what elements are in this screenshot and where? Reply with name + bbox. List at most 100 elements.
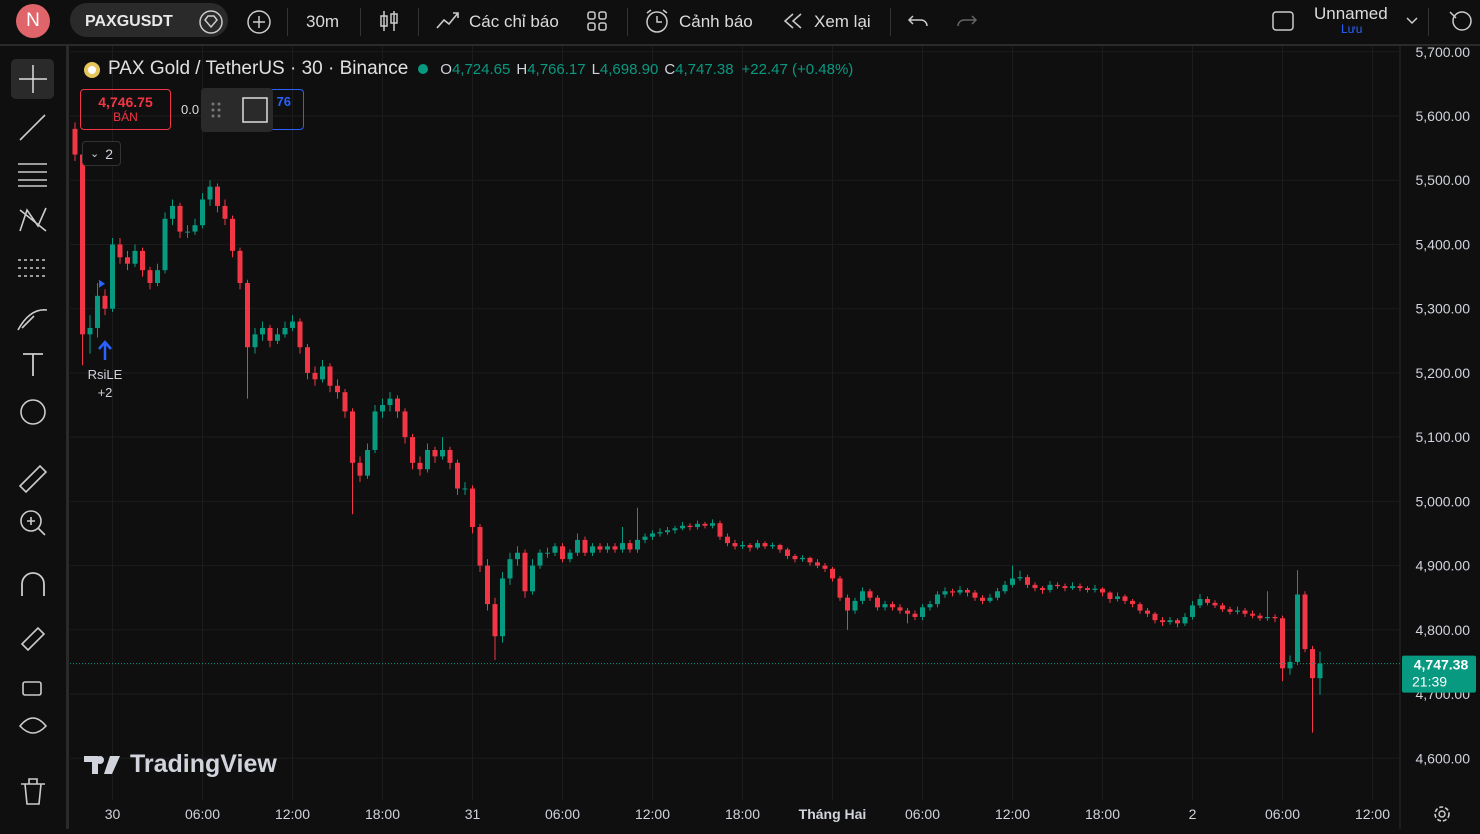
candle-body xyxy=(1227,609,1233,612)
candle-body xyxy=(702,523,708,526)
sell-price: 4,746.75 xyxy=(98,94,153,110)
magnet-tool[interactable] xyxy=(21,572,45,596)
stay-drawing-tool[interactable] xyxy=(20,626,46,652)
indicators-icon[interactable] xyxy=(434,8,462,34)
y-tick-label: 5,700.00 xyxy=(1416,44,1471,60)
delete-tool[interactable] xyxy=(21,778,45,805)
candle-body xyxy=(80,154,85,335)
indicators-button[interactable]: Các chỉ báo xyxy=(469,12,559,31)
low-key: L xyxy=(591,60,600,78)
watermark-text: TradingView xyxy=(130,750,277,778)
replay-icon[interactable] xyxy=(781,10,805,32)
alerts-button[interactable]: Cảnh báo xyxy=(679,12,753,31)
zoom-tool[interactable] xyxy=(20,510,42,532)
candle-body xyxy=(230,218,235,251)
candle-body xyxy=(657,532,663,534)
candle-body xyxy=(507,559,513,579)
symbol-search[interactable] xyxy=(70,3,228,37)
candle-body xyxy=(597,546,603,550)
floating-toolbar xyxy=(201,88,273,132)
candle-body xyxy=(837,578,843,598)
signal-flag xyxy=(99,279,105,288)
forecast-tool[interactable] xyxy=(18,259,47,277)
candle-body xyxy=(522,552,528,592)
quantity[interactable]: 0.0 xyxy=(181,102,200,117)
indicator-toggle[interactable]: ⌄ 2 xyxy=(82,141,121,166)
avatar[interactable]: N xyxy=(16,4,50,38)
zoom-icon xyxy=(27,517,46,536)
sell-button[interactable]: 4,746.75 BÁN xyxy=(80,89,171,130)
symbol[interactable]: PAXGUSDT xyxy=(85,13,173,30)
candle-body xyxy=(875,597,880,608)
templates-button[interactable] xyxy=(585,9,609,33)
candle-body xyxy=(1062,586,1068,589)
candle-body xyxy=(1152,613,1158,621)
candle-body xyxy=(1250,613,1255,616)
candle-body xyxy=(140,250,145,271)
candle-body xyxy=(830,568,835,579)
candle-body xyxy=(1070,586,1075,589)
interval-button[interactable]: 30m xyxy=(306,12,340,31)
signal-arrow xyxy=(98,340,112,360)
x-tick-label: 31 xyxy=(465,806,481,822)
candle-body xyxy=(1280,618,1285,669)
search-button[interactable] xyxy=(1446,8,1476,34)
x-tick-label: 18:00 xyxy=(725,806,760,822)
candle-body xyxy=(455,462,460,489)
text-tool[interactable] xyxy=(23,353,43,376)
y-tick-label: 5,000.00 xyxy=(1416,493,1471,509)
candle-body xyxy=(1212,602,1218,606)
rectangle-tool[interactable] xyxy=(242,97,268,123)
candle-body xyxy=(110,244,115,309)
replay-button[interactable]: Xem lại xyxy=(814,12,871,31)
redo-button[interactable] xyxy=(953,10,979,32)
candle-body xyxy=(102,295,108,309)
y-tick-label: 5,100.00 xyxy=(1416,429,1471,445)
x-tick-label: 30 xyxy=(105,806,121,822)
candle-body xyxy=(1265,616,1270,619)
top-toolbar: N PAXGUSDT 30m Các chỉ báo Cảnh báo Xem … xyxy=(0,0,1480,46)
ruler-tool[interactable] xyxy=(18,464,48,494)
layout-icon[interactable] xyxy=(1270,8,1296,34)
visibility-tool[interactable] xyxy=(18,717,48,734)
fib-tool[interactable] xyxy=(18,163,47,187)
drawing-toolbar xyxy=(0,46,69,829)
alert-icon[interactable] xyxy=(643,7,671,35)
candle-body xyxy=(1197,598,1203,606)
layout-name[interactable]: Unnamed xyxy=(1314,4,1388,23)
candle-body xyxy=(372,411,378,450)
symbol-icon[interactable] xyxy=(198,9,224,35)
candle-body xyxy=(1205,598,1210,603)
x-tick-label: 06:00 xyxy=(545,806,580,822)
brush-tool[interactable] xyxy=(17,309,48,331)
candle-body xyxy=(335,385,340,393)
candle-body xyxy=(177,205,183,232)
low-value: 4,698.90 xyxy=(599,60,659,78)
y-tick-label: 5,300.00 xyxy=(1416,301,1471,317)
candle-body xyxy=(777,545,783,550)
trendline-tool[interactable] xyxy=(19,114,46,141)
countdown: 21:39 xyxy=(1412,674,1447,690)
candle-body xyxy=(882,604,888,608)
open-value: 4,724.65 xyxy=(451,60,511,78)
emoji-tool[interactable] xyxy=(20,399,46,425)
candle-body xyxy=(1257,615,1263,619)
candle-body xyxy=(530,565,535,592)
candle-body xyxy=(1190,605,1195,617)
candle-body xyxy=(147,270,153,283)
layout-menu[interactable] xyxy=(1404,12,1420,28)
x-tick-label: Tháng Hai xyxy=(799,806,867,822)
add-symbol-button[interactable] xyxy=(246,9,272,35)
candle-body xyxy=(1220,605,1225,610)
settings-button[interactable] xyxy=(1430,802,1454,826)
undo-button[interactable] xyxy=(906,10,932,32)
pattern-tool[interactable] xyxy=(19,207,47,232)
candle-body xyxy=(1175,620,1180,624)
candle-body xyxy=(440,449,445,457)
candle-body xyxy=(942,591,948,595)
chart-type-button[interactable] xyxy=(377,8,401,34)
candle-body xyxy=(717,523,723,537)
save-button[interactable]: Lưu xyxy=(1341,22,1363,36)
candle-body xyxy=(822,565,828,569)
lock-tool[interactable] xyxy=(22,681,42,696)
